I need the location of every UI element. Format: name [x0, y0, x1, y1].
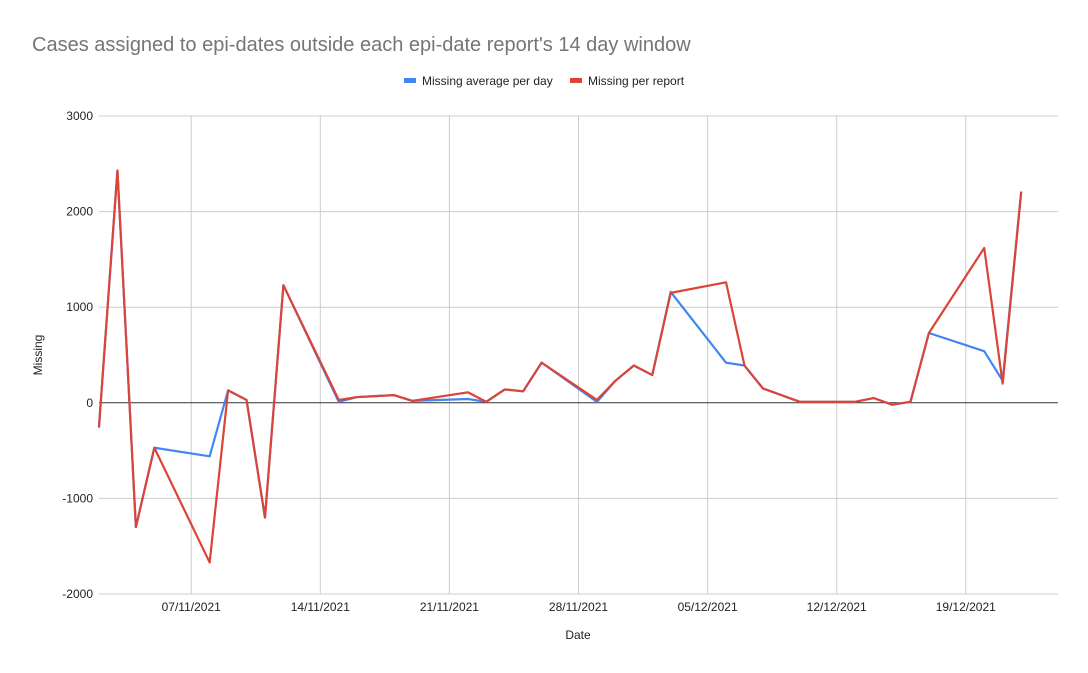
chart-title: Cases assigned to epi-dates outside each…	[32, 34, 691, 56]
x-tick-label: 12/12/2021	[807, 600, 867, 614]
y-tick-label: -1000	[62, 491, 93, 505]
legend: Missing average per day Missing per repo…	[404, 74, 685, 88]
legend-label-per-report: Missing per report	[588, 74, 685, 88]
x-tick-label: 28/11/2021	[549, 600, 608, 614]
x-tick-label: 14/11/2021	[291, 600, 350, 614]
y-tick-label: 2000	[66, 205, 93, 219]
y-tick-label: 3000	[66, 109, 93, 123]
y-axis-tick-labels: 3000 2000 1000 0 -1000 -2000	[62, 109, 93, 601]
x-axis-tick-labels: 07/11/2021 14/11/2021 21/11/2021 28/11/2021…	[162, 600, 997, 614]
y-tick-label: -2000	[62, 587, 93, 601]
y-axis-title: Missing	[31, 335, 45, 376]
y-tick-label: 1000	[66, 300, 93, 314]
legend-swatch-average	[404, 78, 416, 83]
x-axis-title: Date	[565, 628, 591, 642]
y-tick-label: 0	[86, 396, 93, 410]
x-tick-label: 07/11/2021	[162, 600, 221, 614]
series-lines	[97, 169, 1023, 564]
x-tick-label: 19/12/2021	[936, 600, 996, 614]
series-line-missing-per-report	[97, 169, 1023, 564]
legend-swatch-per-report	[570, 78, 582, 83]
x-tick-label: 05/12/2021	[678, 600, 738, 614]
legend-label-average: Missing average per day	[422, 74, 553, 88]
gridlines	[99, 115, 1058, 595]
x-tick-label: 21/11/2021	[420, 600, 479, 614]
